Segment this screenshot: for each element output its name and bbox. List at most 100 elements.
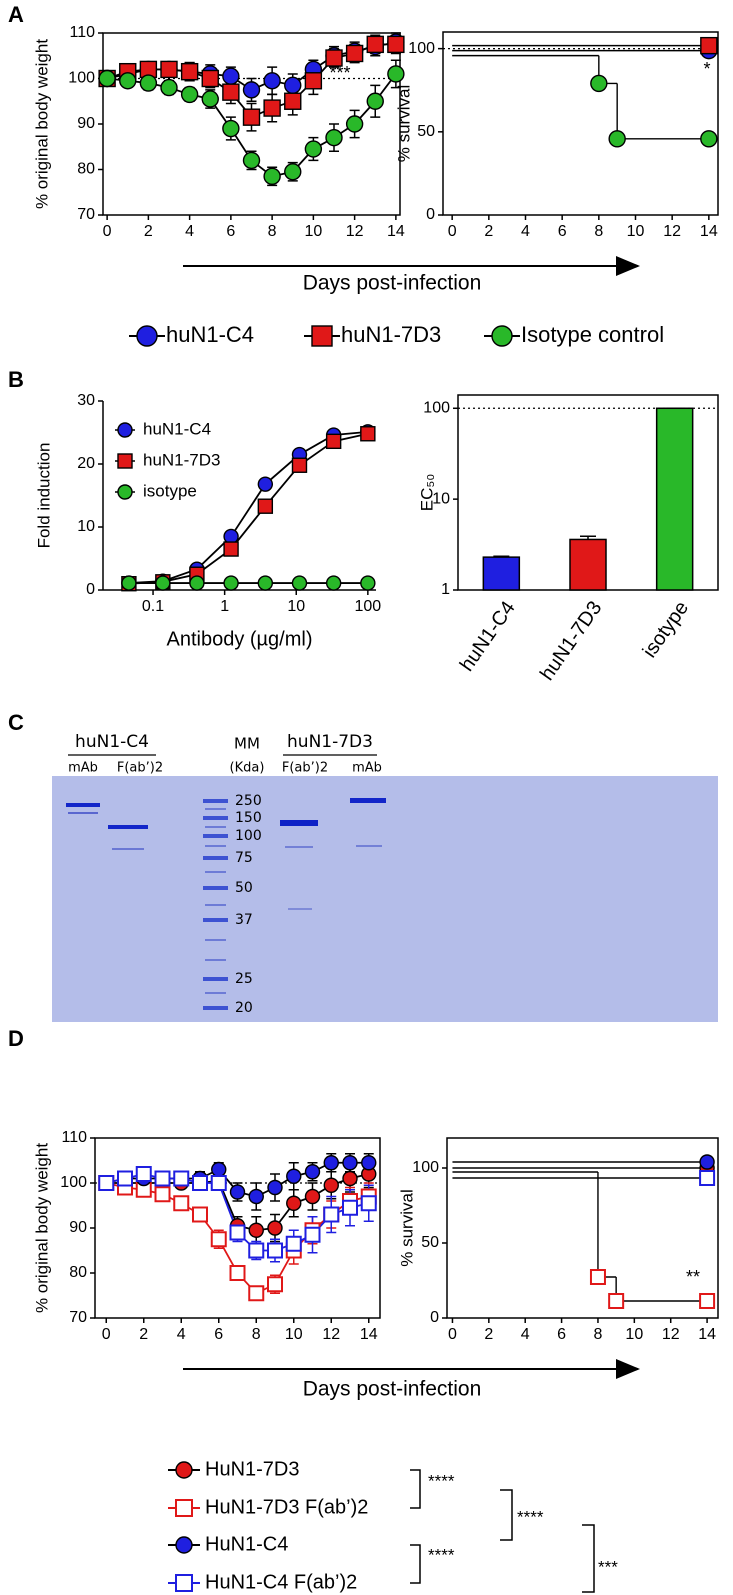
marker-size-label: 150 [235,810,262,826]
x-tick-label: 14 [387,223,405,240]
y-tick-label: 100 [412,1159,439,1176]
y-tick-label: 90 [69,1219,87,1236]
bar [482,556,521,591]
legend-label: huN1-C4 [143,419,211,438]
y-tick-label: 50 [417,123,435,140]
marker [342,1155,358,1171]
x-tick-label: 4 [521,223,530,240]
x-tick-label: 6 [558,223,567,240]
y-tick-label: 20 [77,455,95,472]
marker [135,1166,152,1182]
marker [323,1155,339,1171]
marker-size-label: 25 [235,971,253,987]
x-tick-label: 12 [346,223,364,240]
marker [699,1154,715,1170]
marker [345,44,364,63]
x-tick-label: 2 [484,1326,493,1343]
x-tick-label: 6 [557,1326,566,1343]
x-tick-label: 10 [627,223,645,240]
marker [608,130,626,148]
marker [360,575,376,591]
marker [223,575,239,591]
marker [342,1170,358,1187]
x-tick-label: 10 [625,1326,643,1343]
marker [284,163,302,181]
marker [229,1184,246,1200]
gel-band [285,846,313,848]
marker [267,1220,283,1236]
marker [160,60,178,79]
marker [175,1574,193,1592]
panel-label: C [8,710,24,735]
marker [589,1269,606,1285]
marker [201,90,219,108]
legend-label: isotype [143,481,197,500]
bar [569,538,607,591]
y-tick-label: 80 [77,161,95,178]
marker [175,1461,193,1479]
marker [242,151,261,170]
stat-label: *** [598,1557,618,1576]
marker [222,83,240,101]
legend-label: HuN1-C4 [205,1533,288,1555]
x-tick-label: 4 [185,223,194,240]
marker-size-label: 37 [235,912,253,928]
marker-size-label: 250 [235,793,262,809]
y-tick-label: 100 [68,70,95,87]
y-tick-label: 0 [426,206,435,223]
stat-bracket [410,1544,421,1584]
group-label: huN1-7D3 [287,732,373,752]
x-tick-label: 14 [698,1326,716,1343]
y-tick-label: 50 [421,1234,439,1251]
ladder-band [205,939,226,941]
y-tick-label: 70 [77,206,95,223]
marker [291,575,308,591]
x-tick-label: 10 [304,223,322,240]
lane-label: F(ab’)2 [282,761,328,776]
y-axis-label: % original body weight [32,1143,51,1313]
marker [304,140,323,158]
x-tick-label: 0 [448,223,457,240]
legend-label: Isotype control [521,322,664,347]
lane-label: mAb [68,761,98,776]
error-bar [580,535,596,540]
panel-label: B [8,367,24,392]
marker [155,575,171,591]
marker [175,1499,193,1517]
marker [608,1293,625,1309]
x-tick-label: huN1-7D3 [536,597,606,684]
plot-frame [442,31,719,216]
marker [345,115,364,133]
marker [139,74,158,92]
marker [267,1242,283,1259]
y-tick-label: 10 [77,518,95,535]
ladder-band [203,834,228,838]
x-tick-label: 2 [144,223,153,240]
marker [248,1188,264,1205]
x-tick-label: 0 [103,223,112,240]
x-tick-label: 0.1 [142,598,164,615]
marker [98,1175,115,1191]
gel-band [68,812,98,814]
x-tick-label: 0 [448,1326,457,1343]
marker [173,1170,190,1187]
marker [257,575,274,591]
marker [222,119,240,138]
x-tick-label: 100 [354,598,381,615]
marker [248,1285,265,1302]
marker [189,575,205,591]
marker [229,1224,246,1241]
plot-frame [446,1137,719,1319]
y-tick-label: 100 [60,1174,87,1191]
marker [117,484,133,500]
marker-unit: (Kda) [230,761,265,776]
marker [263,72,281,90]
legend-label: HuN1-C4 F(ab’)2 [205,1571,357,1593]
stat-bracket [410,1469,421,1509]
y-axis-label: Fold induction [34,443,53,549]
marker [699,1293,716,1309]
marker [284,92,302,110]
marker [173,1195,190,1212]
marker [211,1161,227,1178]
